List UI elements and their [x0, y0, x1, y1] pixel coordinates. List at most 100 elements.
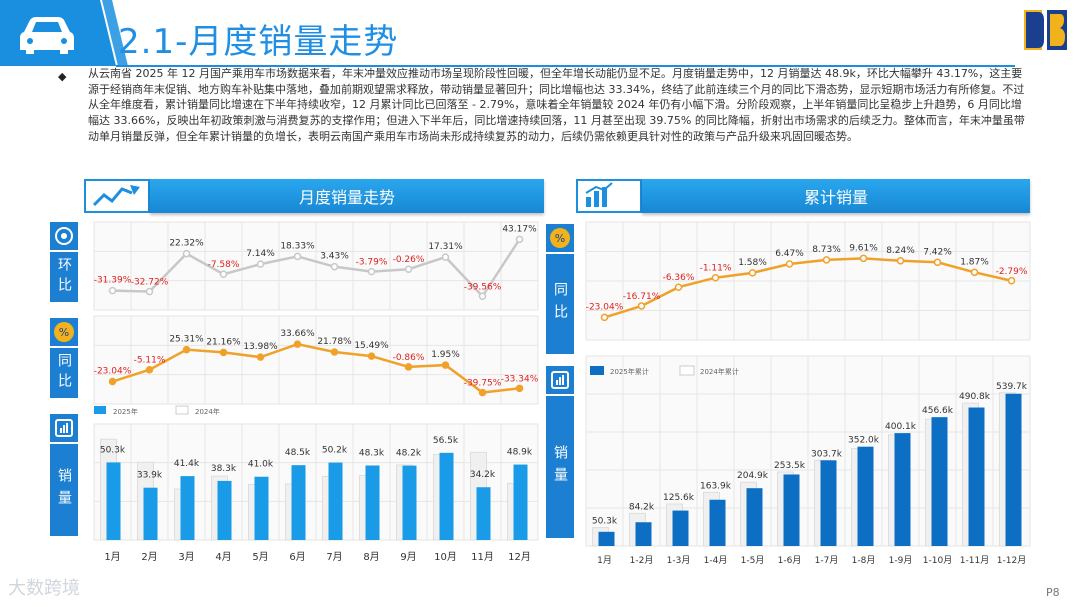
mom-data-label: 43.17%	[502, 224, 537, 234]
sales-bar-2025	[476, 487, 491, 540]
yoy-point	[330, 348, 339, 356]
mom-point	[367, 267, 376, 276]
cum-x-tick: 1-10月	[923, 555, 952, 566]
sales-x-tick: 7月	[326, 551, 342, 563]
cum-x-tick: 1-12月	[997, 555, 1026, 566]
mom-data-label: -7.58%	[208, 260, 240, 270]
cum-bar-2024	[888, 434, 905, 547]
sales-bar-2025	[439, 452, 454, 540]
cum-yoy-data-label: -6.36%	[663, 273, 695, 283]
mom-data-label: -31.39%	[94, 276, 132, 286]
watermark: 大数跨境	[8, 578, 80, 599]
sales-x-tick: 8月	[363, 551, 379, 563]
mom-data-label: -32.72%	[131, 278, 169, 288]
cum-x-tick: 1-4月	[704, 555, 728, 566]
mom-point	[404, 265, 413, 273]
cum-bar-2024	[666, 503, 683, 547]
svg-text:%: %	[59, 326, 69, 339]
yoy-data-label: -0.86%	[393, 353, 425, 363]
sales-data-label: 48.5k	[285, 448, 311, 458]
cum-yoy-data-label: -23.04%	[586, 302, 624, 312]
sales-bar-2024	[507, 482, 524, 541]
sales-bar-2025	[254, 476, 269, 540]
right-panel-title: 累计销量	[642, 179, 1030, 213]
sales-x-tick: 9月	[400, 551, 416, 563]
cum-bar-2024	[703, 491, 720, 547]
trend-chart-icon	[92, 185, 140, 207]
header-shapes	[0, 0, 1015, 67]
cum-x-tick: 1-5月	[741, 555, 765, 566]
cum-yoy-point	[748, 269, 757, 277]
yoy-percent-icon: %	[50, 318, 78, 346]
sales-x-tick: 2月	[141, 551, 157, 563]
mom-point	[219, 270, 228, 278]
cum-bar-2025	[931, 417, 948, 546]
mom-point	[145, 287, 154, 296]
cum-bar-2025	[968, 407, 985, 546]
cum-yoy-data-label: 9.61%	[849, 243, 878, 253]
cum-bar-2025	[857, 446, 874, 546]
cum-yoy-point	[711, 273, 720, 282]
sales-x-tick: 12月	[508, 551, 531, 563]
summary-paragraph: 从云南省 2025 年 12 月国产乘用车市场数据来看，年末冲量效应推动市场呈现…	[88, 67, 1025, 143]
cum-yoy-data-label: 7.42%	[923, 247, 952, 257]
mom-point	[293, 252, 302, 261]
sales-bar-2024	[359, 475, 376, 541]
sales-data-label: 50.3k	[100, 445, 126, 455]
yoy-point	[293, 340, 302, 348]
cum-yoy-percent-icon: %	[546, 224, 574, 252]
cum-yoy-data-label: 8.24%	[886, 246, 915, 256]
sales-chart-icon	[50, 414, 78, 442]
sales-label-text: 销量	[56, 468, 72, 512]
trend-icon-box	[84, 179, 150, 213]
cum-yoy-data-label: -2.79%	[996, 267, 1028, 277]
mom-label: 环比	[50, 252, 78, 302]
cum-x-tick: 1-6月	[778, 555, 802, 566]
sales-legend-2024-swatch	[175, 405, 189, 415]
sales-legend-2024-text: 2024年	[195, 407, 220, 416]
cum-yoy-point	[933, 258, 942, 267]
mom-label-text: 环比	[56, 257, 72, 297]
mom-data-label: 17.31%	[428, 242, 463, 252]
sales-data-label: 48.9k	[507, 448, 533, 458]
cum-yoy-point	[637, 302, 646, 310]
svg-text:%: %	[555, 232, 565, 245]
sales-bar-2024	[433, 454, 450, 541]
cum-x-tick: 1-3月	[667, 555, 691, 566]
yoy-point	[108, 377, 117, 386]
cum-yoy-data-label: 6.47%	[775, 249, 804, 259]
cum-bar-2024	[962, 402, 979, 547]
sales-label: 销量	[50, 444, 78, 536]
cum-yoy-point	[674, 283, 683, 291]
cum-bar-2024	[925, 418, 942, 547]
sales-bar-2024	[285, 483, 302, 541]
sales-data-label: 41.0k	[248, 460, 274, 470]
yoy-data-label: 21.16%	[206, 337, 241, 347]
yoy-point	[145, 365, 154, 374]
cum-yoy-point	[896, 257, 905, 265]
mom-point	[441, 253, 450, 261]
header-stripe	[102, 0, 128, 66]
cum-x-tick: 1-2月	[630, 555, 654, 566]
yoy-point	[182, 345, 191, 354]
brand-logo-icon	[1024, 10, 1067, 50]
yoy-data-label: 21.78%	[317, 337, 352, 347]
yoy-point	[256, 353, 265, 361]
sales-data-label: 34.2k	[470, 470, 496, 480]
sales-bar-2024	[248, 483, 265, 541]
sales-legend-2025-swatch	[94, 406, 106, 414]
cum-data-label: 253.5k	[774, 461, 806, 471]
sales-bar-2025	[180, 476, 195, 540]
bar-icon-box	[576, 179, 642, 213]
sales-x-tick: 4月	[215, 551, 231, 563]
yoy-data-label: -23.04%	[94, 367, 132, 377]
mom-point	[182, 249, 191, 258]
mom-point	[515, 235, 524, 244]
page-title: 2.1-月度销量走势	[118, 22, 399, 62]
sales-x-tick: 5月	[252, 551, 268, 563]
yoy-point	[478, 388, 487, 397]
cum-x-tick: 1月	[597, 555, 612, 566]
sales-bar-2025	[291, 465, 306, 540]
left-panel-title: 月度销量走势	[150, 179, 544, 213]
cum-yoy-data-label: 8.73%	[812, 245, 841, 255]
